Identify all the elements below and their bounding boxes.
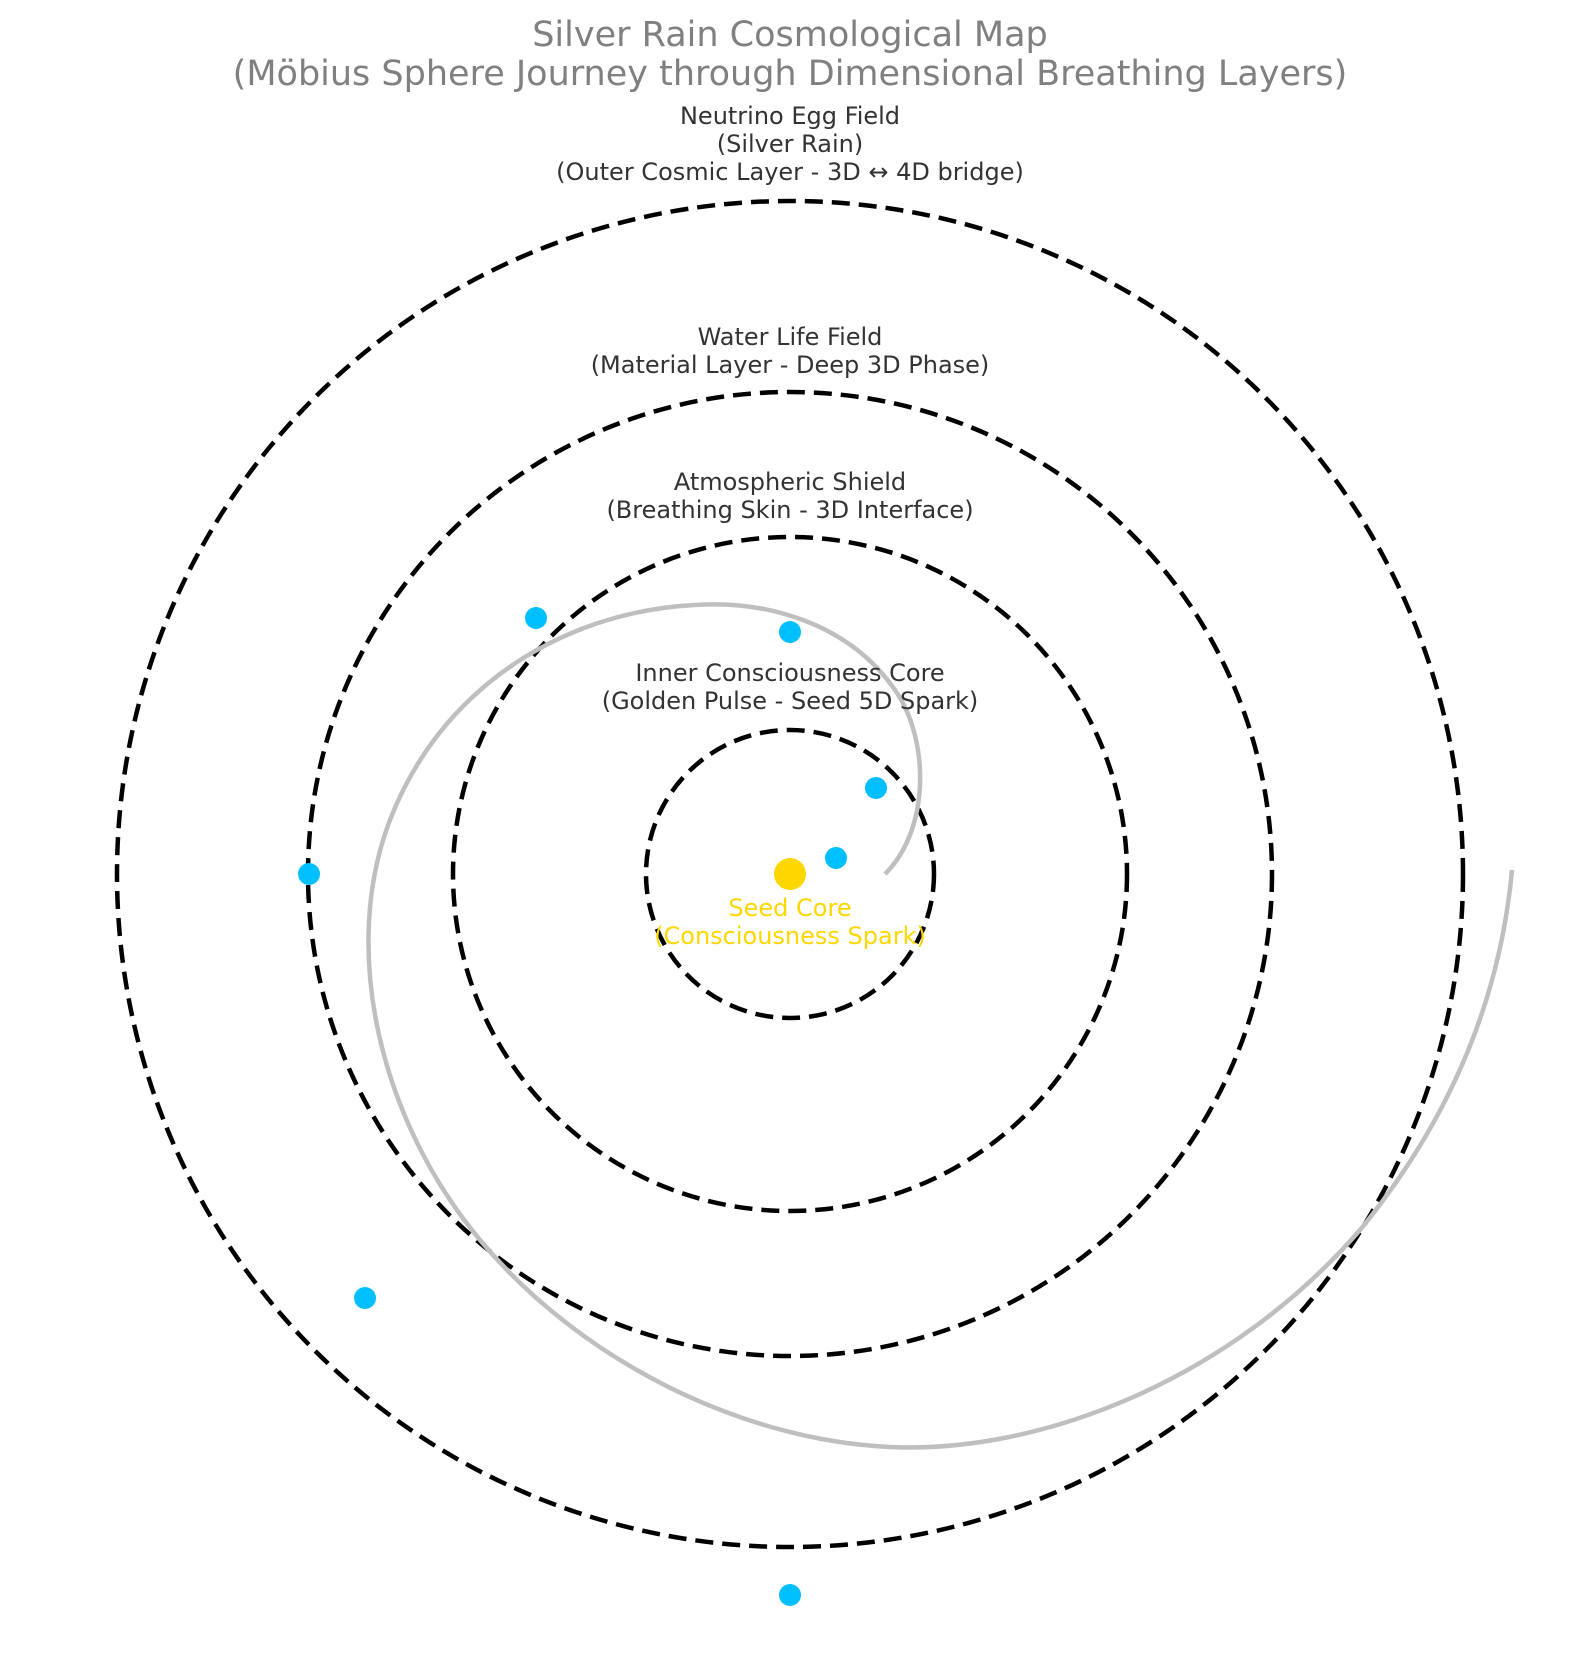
- seed-core-dot: [774, 858, 806, 890]
- label-line: (Outer Cosmic Layer - 3D ↔ 4D bridge): [556, 158, 1024, 186]
- label-inner-consciousness-core: Inner Consciousness Core (Golden Pulse -…: [602, 659, 979, 715]
- neutrino-dot: [525, 607, 547, 629]
- neutrino-dot: [298, 863, 320, 885]
- neutrino-dot: [825, 847, 847, 869]
- label-atmospheric-shield: Atmospheric Shield (Breathing Skin - 3D …: [606, 468, 973, 524]
- neutrino-dot: [354, 1287, 376, 1309]
- neutrino-dot: [779, 1584, 801, 1606]
- neutrino-dot: [779, 621, 801, 643]
- ring-neutrino-egg-field: [114, 198, 1466, 1550]
- label-line: (Silver Rain): [717, 130, 864, 158]
- label-water-life-field: Water Life Field (Material Layer - Deep …: [591, 323, 990, 379]
- ring-inner-consciousness-core: [643, 727, 937, 1021]
- seed-core-label-line-2: (Consciousness Spark): [654, 922, 926, 950]
- label-line: (Breathing Skin - 3D Interface): [606, 496, 973, 524]
- label-line: Inner Consciousness Core: [635, 659, 944, 687]
- title-line-2: (Möbius Sphere Journey through Dimension…: [233, 54, 1348, 94]
- title-line-1: Silver Rain Cosmological Map: [532, 15, 1048, 55]
- seed-core-label-line-1: Seed Core: [728, 894, 851, 922]
- label-line: Neutrino Egg Field: [680, 102, 900, 130]
- label-neutrino-egg-field: Neutrino Egg Field (Silver Rain) (Outer …: [556, 102, 1024, 186]
- neutrino-dot: [865, 777, 887, 799]
- label-line: (Material Layer - Deep 3D Phase): [591, 351, 990, 379]
- neutrino-dots: [298, 607, 887, 1606]
- mobius-spiral-path: [366, 602, 1515, 1450]
- label-line: (Golden Pulse - Seed 5D Spark): [602, 687, 979, 715]
- label-line: Water Life Field: [698, 323, 883, 351]
- label-line: Atmospheric Shield: [674, 468, 906, 496]
- ring-atmospheric-shield: [450, 534, 1130, 1214]
